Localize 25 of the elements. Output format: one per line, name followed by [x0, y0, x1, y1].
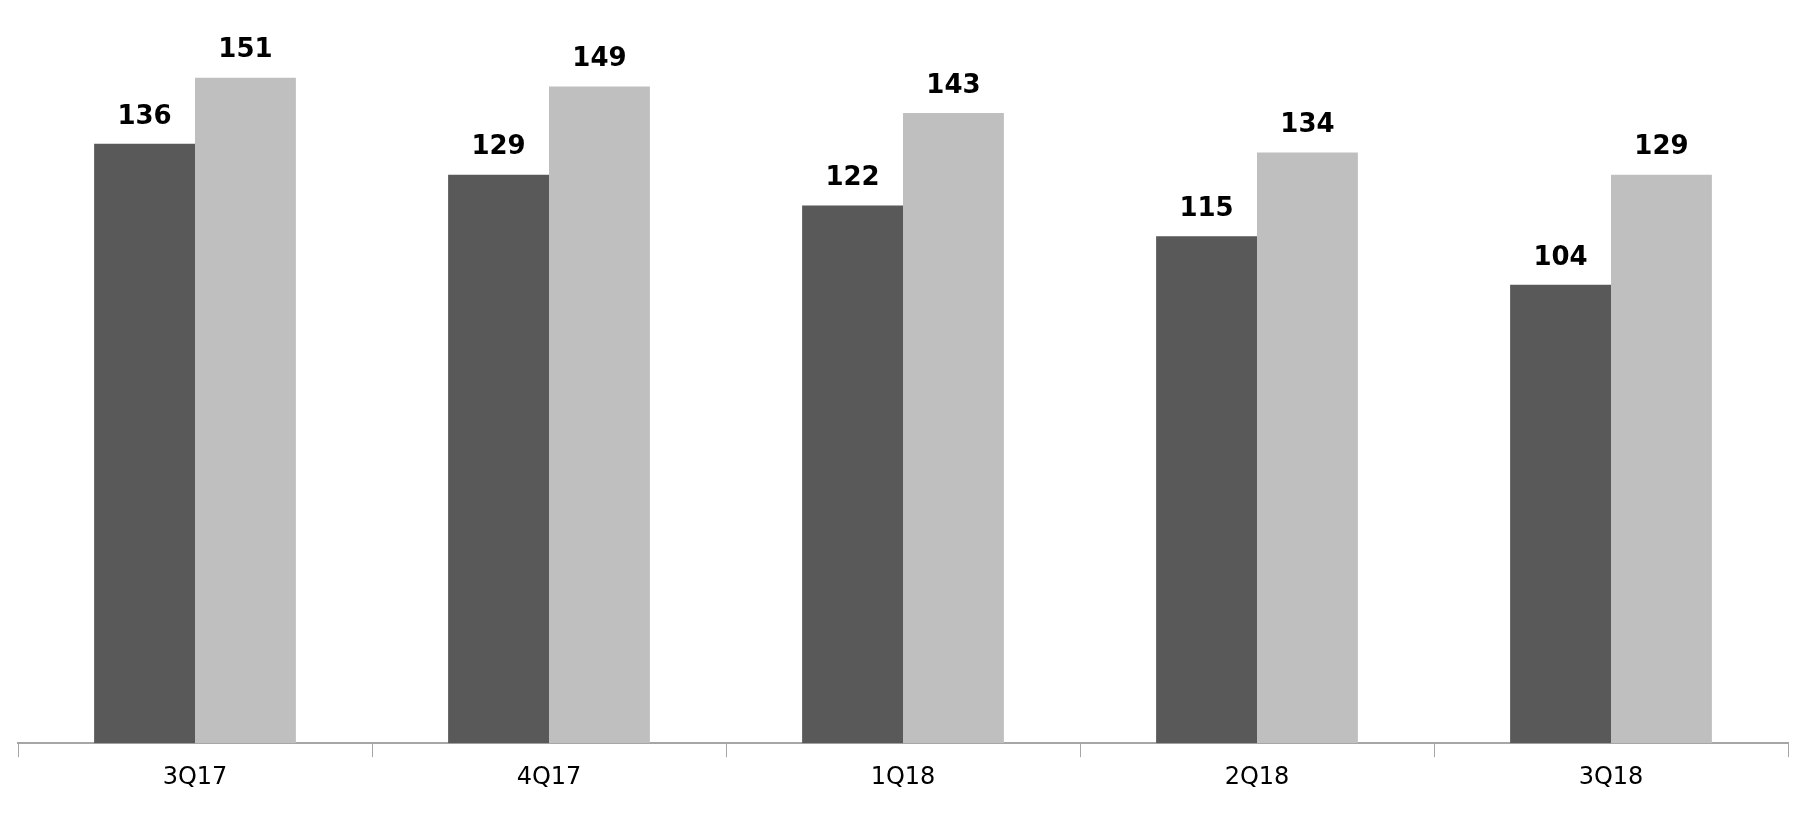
- data-label: 104: [1533, 240, 1588, 271]
- bar: [1156, 236, 1257, 744]
- data-label: 115: [1179, 192, 1234, 223]
- data-label: 122: [825, 161, 880, 192]
- data-label: 149: [572, 42, 627, 73]
- x-tick-label: 1Q18: [870, 761, 936, 790]
- x-tick-label: 4Q17: [516, 761, 582, 790]
- data-label: 129: [1634, 130, 1689, 161]
- bar: [903, 112, 1004, 744]
- data-label: 143: [926, 68, 981, 99]
- bar: [195, 77, 296, 744]
- bar: [1611, 174, 1712, 744]
- bar: [94, 143, 195, 744]
- x-tick-label: 3Q18: [1578, 761, 1644, 790]
- bar: [1257, 152, 1358, 744]
- data-label: 129: [471, 130, 526, 161]
- bar: [802, 205, 903, 744]
- bar: [1510, 284, 1611, 744]
- bar: [448, 174, 549, 744]
- data-label: 151: [218, 33, 273, 64]
- data-label: 136: [117, 99, 172, 130]
- bar: [549, 86, 650, 744]
- data-label: 134: [1280, 108, 1335, 139]
- x-tick-label: 3Q17: [162, 761, 228, 790]
- x-tick-label: 2Q18: [1224, 761, 1290, 790]
